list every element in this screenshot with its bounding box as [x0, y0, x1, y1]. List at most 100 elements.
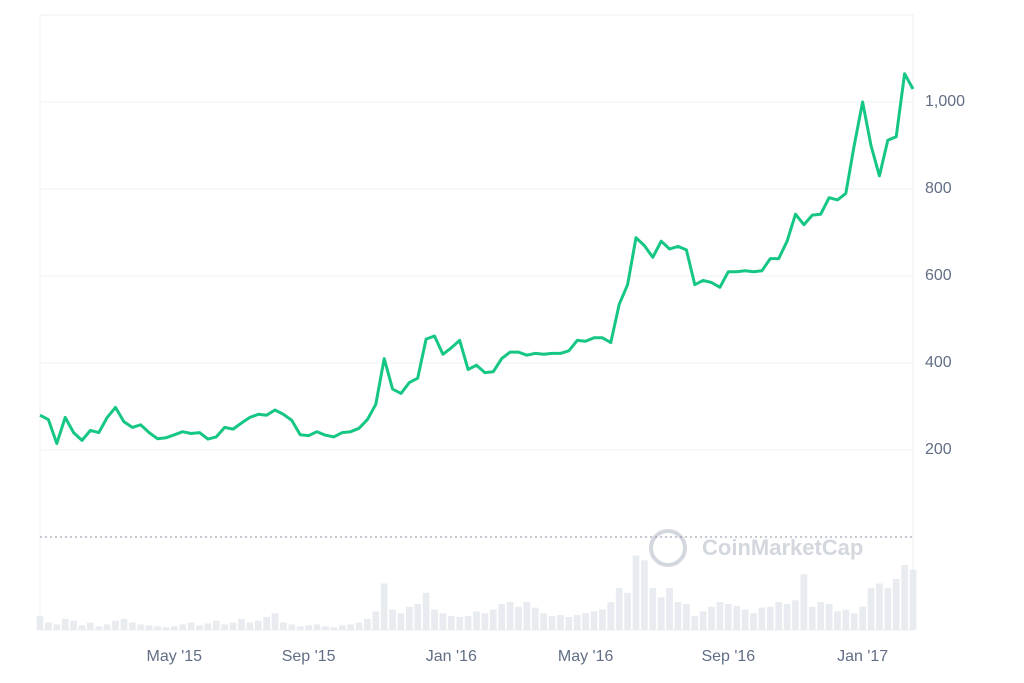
- volume-bar: [120, 618, 128, 630]
- volume-bar: [372, 611, 380, 630]
- volume-bar: [682, 603, 690, 630]
- volume-bar: [254, 620, 262, 630]
- volume-bar: [859, 606, 866, 630]
- volume-bar: [624, 592, 631, 630]
- y-tick-label: 400: [925, 354, 952, 371]
- volume-bar: [758, 607, 766, 630]
- volume-bar: [473, 611, 480, 630]
- volume-bar: [154, 626, 161, 630]
- volume-bar: [825, 603, 833, 630]
- volume-bar: [70, 620, 77, 630]
- volume-bar: [557, 615, 564, 630]
- volume-bar: [414, 603, 422, 630]
- x-tick-label: Sep '15: [282, 648, 336, 665]
- watermark-logo: [649, 529, 687, 567]
- volume-bar: [792, 600, 799, 630]
- volume-bar: [170, 626, 178, 630]
- volume-bar: [95, 626, 103, 630]
- volume-bar: [498, 603, 506, 630]
- x-tick-label: May '15: [147, 648, 203, 665]
- volume-bar: [187, 622, 195, 630]
- volume-bar: [271, 613, 279, 630]
- volume-bar: [884, 588, 892, 630]
- volume-bar: [531, 607, 539, 630]
- volume-bar: [405, 606, 413, 630]
- volume-bar: [464, 616, 472, 630]
- x-tick-label: Jan '17: [837, 648, 888, 665]
- volume-bar: [573, 615, 581, 630]
- volume-bar: [674, 602, 682, 630]
- volume-bar: [221, 624, 229, 630]
- volume-bar: [607, 602, 615, 630]
- volume-bar: [355, 622, 363, 630]
- volume-bar: [238, 618, 245, 630]
- volume-bar: [36, 616, 44, 630]
- volume-bar: [666, 588, 673, 630]
- volume-bar: [741, 609, 749, 630]
- volume-bar: [128, 622, 136, 630]
- volume-bar: [582, 613, 589, 630]
- volume-bar: [196, 625, 203, 630]
- x-tick-label: Sep '16: [701, 648, 755, 665]
- volume-bar: [540, 613, 548, 630]
- volume-bar: [162, 627, 170, 630]
- volume-bar: [229, 622, 237, 630]
- volume-bar: [397, 613, 405, 630]
- volume-bar: [280, 622, 287, 630]
- volume-bar: [330, 627, 338, 630]
- volume-bar: [867, 588, 875, 630]
- y-tick-label: 800: [925, 180, 952, 197]
- volume-bar: [313, 624, 321, 630]
- volume-bar: [641, 560, 648, 630]
- volume-bar: [305, 625, 312, 630]
- volume-bar: [447, 616, 455, 630]
- volume-bar: [456, 616, 464, 630]
- volume-bar: [657, 597, 665, 630]
- x-tick-label: Jan '16: [426, 648, 477, 665]
- volume-bar: [380, 583, 388, 630]
- volume-bar: [145, 625, 153, 630]
- volume-bar: [422, 592, 430, 630]
- volume-bar: [691, 616, 699, 630]
- volume-bar: [523, 602, 531, 630]
- volume-bar: [61, 618, 69, 630]
- volume-bar: [288, 624, 296, 630]
- volume-bar: [599, 609, 606, 630]
- volume-bar: [775, 602, 783, 630]
- volume-bar: [724, 603, 732, 630]
- y-tick-label: 1,000: [925, 93, 965, 110]
- volume-bar: [766, 606, 774, 630]
- volume-bar: [296, 626, 304, 630]
- volume-bar: [364, 618, 371, 630]
- volume-bar: [78, 625, 86, 630]
- volume-bar: [439, 613, 447, 630]
- volume-bar: [137, 624, 145, 630]
- volume-bar: [842, 609, 850, 630]
- volume-bar: [834, 611, 841, 630]
- volume-bar: [733, 605, 741, 630]
- y-tick-label: 600: [925, 267, 952, 284]
- x-tick-label: May '16: [558, 648, 614, 665]
- volume-bar: [548, 616, 556, 630]
- volume-bar: [489, 609, 497, 630]
- volume-bar: [800, 574, 808, 630]
- volume-bar: [212, 620, 220, 630]
- volume-bar: [565, 616, 573, 630]
- volume-bar: [750, 613, 757, 630]
- volume-bar: [909, 569, 917, 630]
- price-line: [39, 72, 915, 445]
- volume-bar: [876, 583, 883, 630]
- volume-bar: [699, 611, 707, 630]
- volume-bar: [338, 625, 346, 630]
- volume-bar: [431, 609, 438, 630]
- volume-bar: [850, 613, 858, 630]
- volume-bar: [808, 606, 816, 630]
- volume-bar: [112, 620, 119, 630]
- volume-bar: [263, 616, 271, 630]
- volume-bar: [389, 609, 396, 630]
- volume-bar: [103, 624, 111, 630]
- volume-bar: [817, 602, 825, 630]
- volume-bar: [783, 603, 791, 630]
- volume-bar: [53, 624, 61, 630]
